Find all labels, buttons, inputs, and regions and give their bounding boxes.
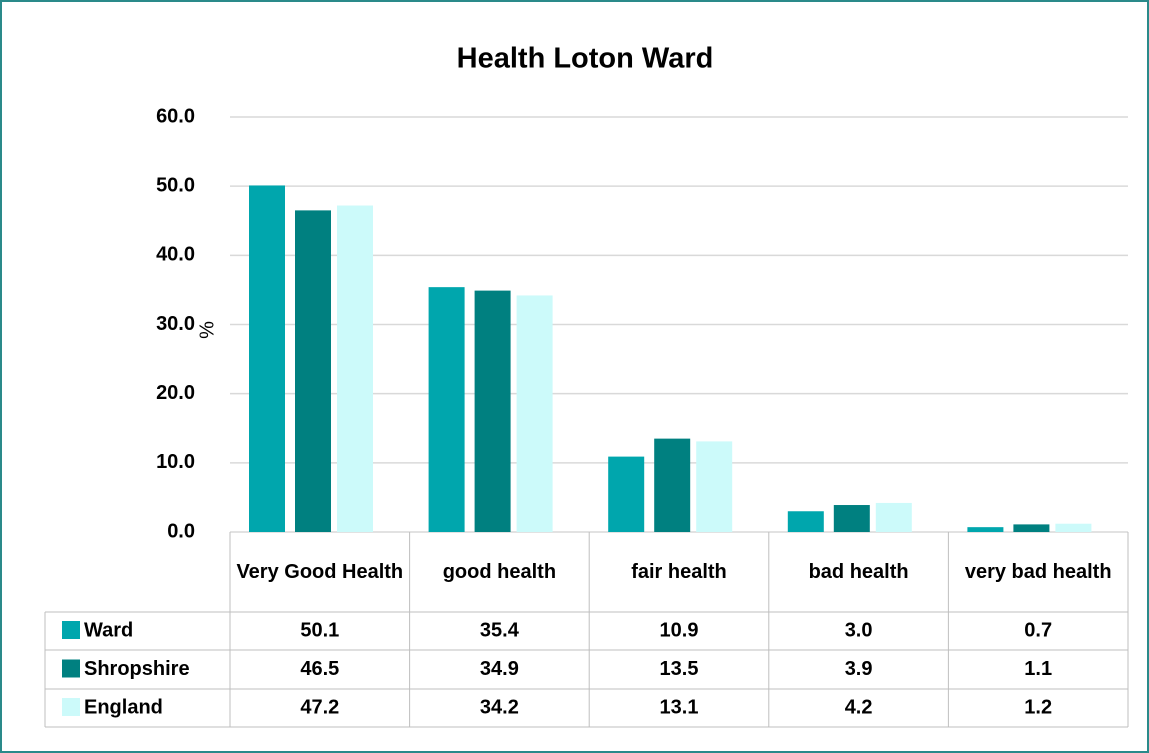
y-axis-label: % <box>196 321 218 339</box>
x-tick-label-box: fair health <box>631 561 727 583</box>
table-value: 1.2 <box>1024 696 1052 718</box>
bar <box>337 205 373 533</box>
legend-key <box>62 698 80 716</box>
table-value: 13.1 <box>660 696 699 718</box>
y-tick-label: 50.0 <box>156 174 195 196</box>
table-value: 47.2 <box>300 696 339 718</box>
x-tick-label-box: very bad health <box>964 561 1112 583</box>
bar <box>696 441 733 532</box>
x-tick-label: bad health <box>808 561 909 583</box>
table-value: 3.9 <box>845 658 873 680</box>
table-value: 10.9 <box>660 619 699 641</box>
legend-label: England <box>84 696 163 718</box>
x-tick-label: Very Good Health <box>236 561 404 583</box>
table-value: 4.2 <box>845 696 873 718</box>
y-tick-label: 20.0 <box>156 382 195 404</box>
bar <box>608 456 645 532</box>
table-value: 46.5 <box>300 658 339 680</box>
bar <box>249 185 285 532</box>
bar <box>516 295 553 532</box>
bar <box>875 502 912 532</box>
y-tick-label: 40.0 <box>156 244 195 266</box>
x-tick-label-box: bad health <box>808 561 909 583</box>
table-value: 13.5 <box>660 658 699 680</box>
table-value: 34.9 <box>480 658 519 680</box>
x-tick-label-box: good health <box>442 561 557 583</box>
y-tick-label: 30.0 <box>156 313 195 335</box>
bar <box>654 438 691 532</box>
legend-key <box>62 621 80 639</box>
chart-title: Health Loton Ward <box>457 43 714 75</box>
bar <box>428 287 465 532</box>
bar <box>1013 524 1050 532</box>
bar <box>967 527 1004 532</box>
bar <box>474 290 511 532</box>
table-value: 35.4 <box>480 619 520 641</box>
bar <box>833 505 870 532</box>
table-value: 34.2 <box>480 696 519 718</box>
legend-label: Shropshire <box>84 658 190 680</box>
legend-key <box>62 659 80 678</box>
table-value: 50.1 <box>300 619 339 641</box>
bar <box>787 511 824 532</box>
x-tick-label: very bad health <box>964 561 1112 583</box>
table-value: 3.0 <box>845 619 873 641</box>
bar <box>1055 523 1092 532</box>
x-tick-label: fair health <box>631 561 727 583</box>
y-tick-label: 60.0 <box>156 105 195 127</box>
y-tick-label: 10.0 <box>156 451 195 473</box>
bar <box>295 210 331 532</box>
x-tick-label: good health <box>442 561 557 583</box>
legend-label: Ward <box>84 619 133 641</box>
y-tick-label: 0.0 <box>167 520 195 542</box>
x-tick-label-box: Very Good Health <box>236 561 404 583</box>
table-value: 0.7 <box>1024 619 1052 641</box>
table-value: 1.1 <box>1024 658 1052 680</box>
